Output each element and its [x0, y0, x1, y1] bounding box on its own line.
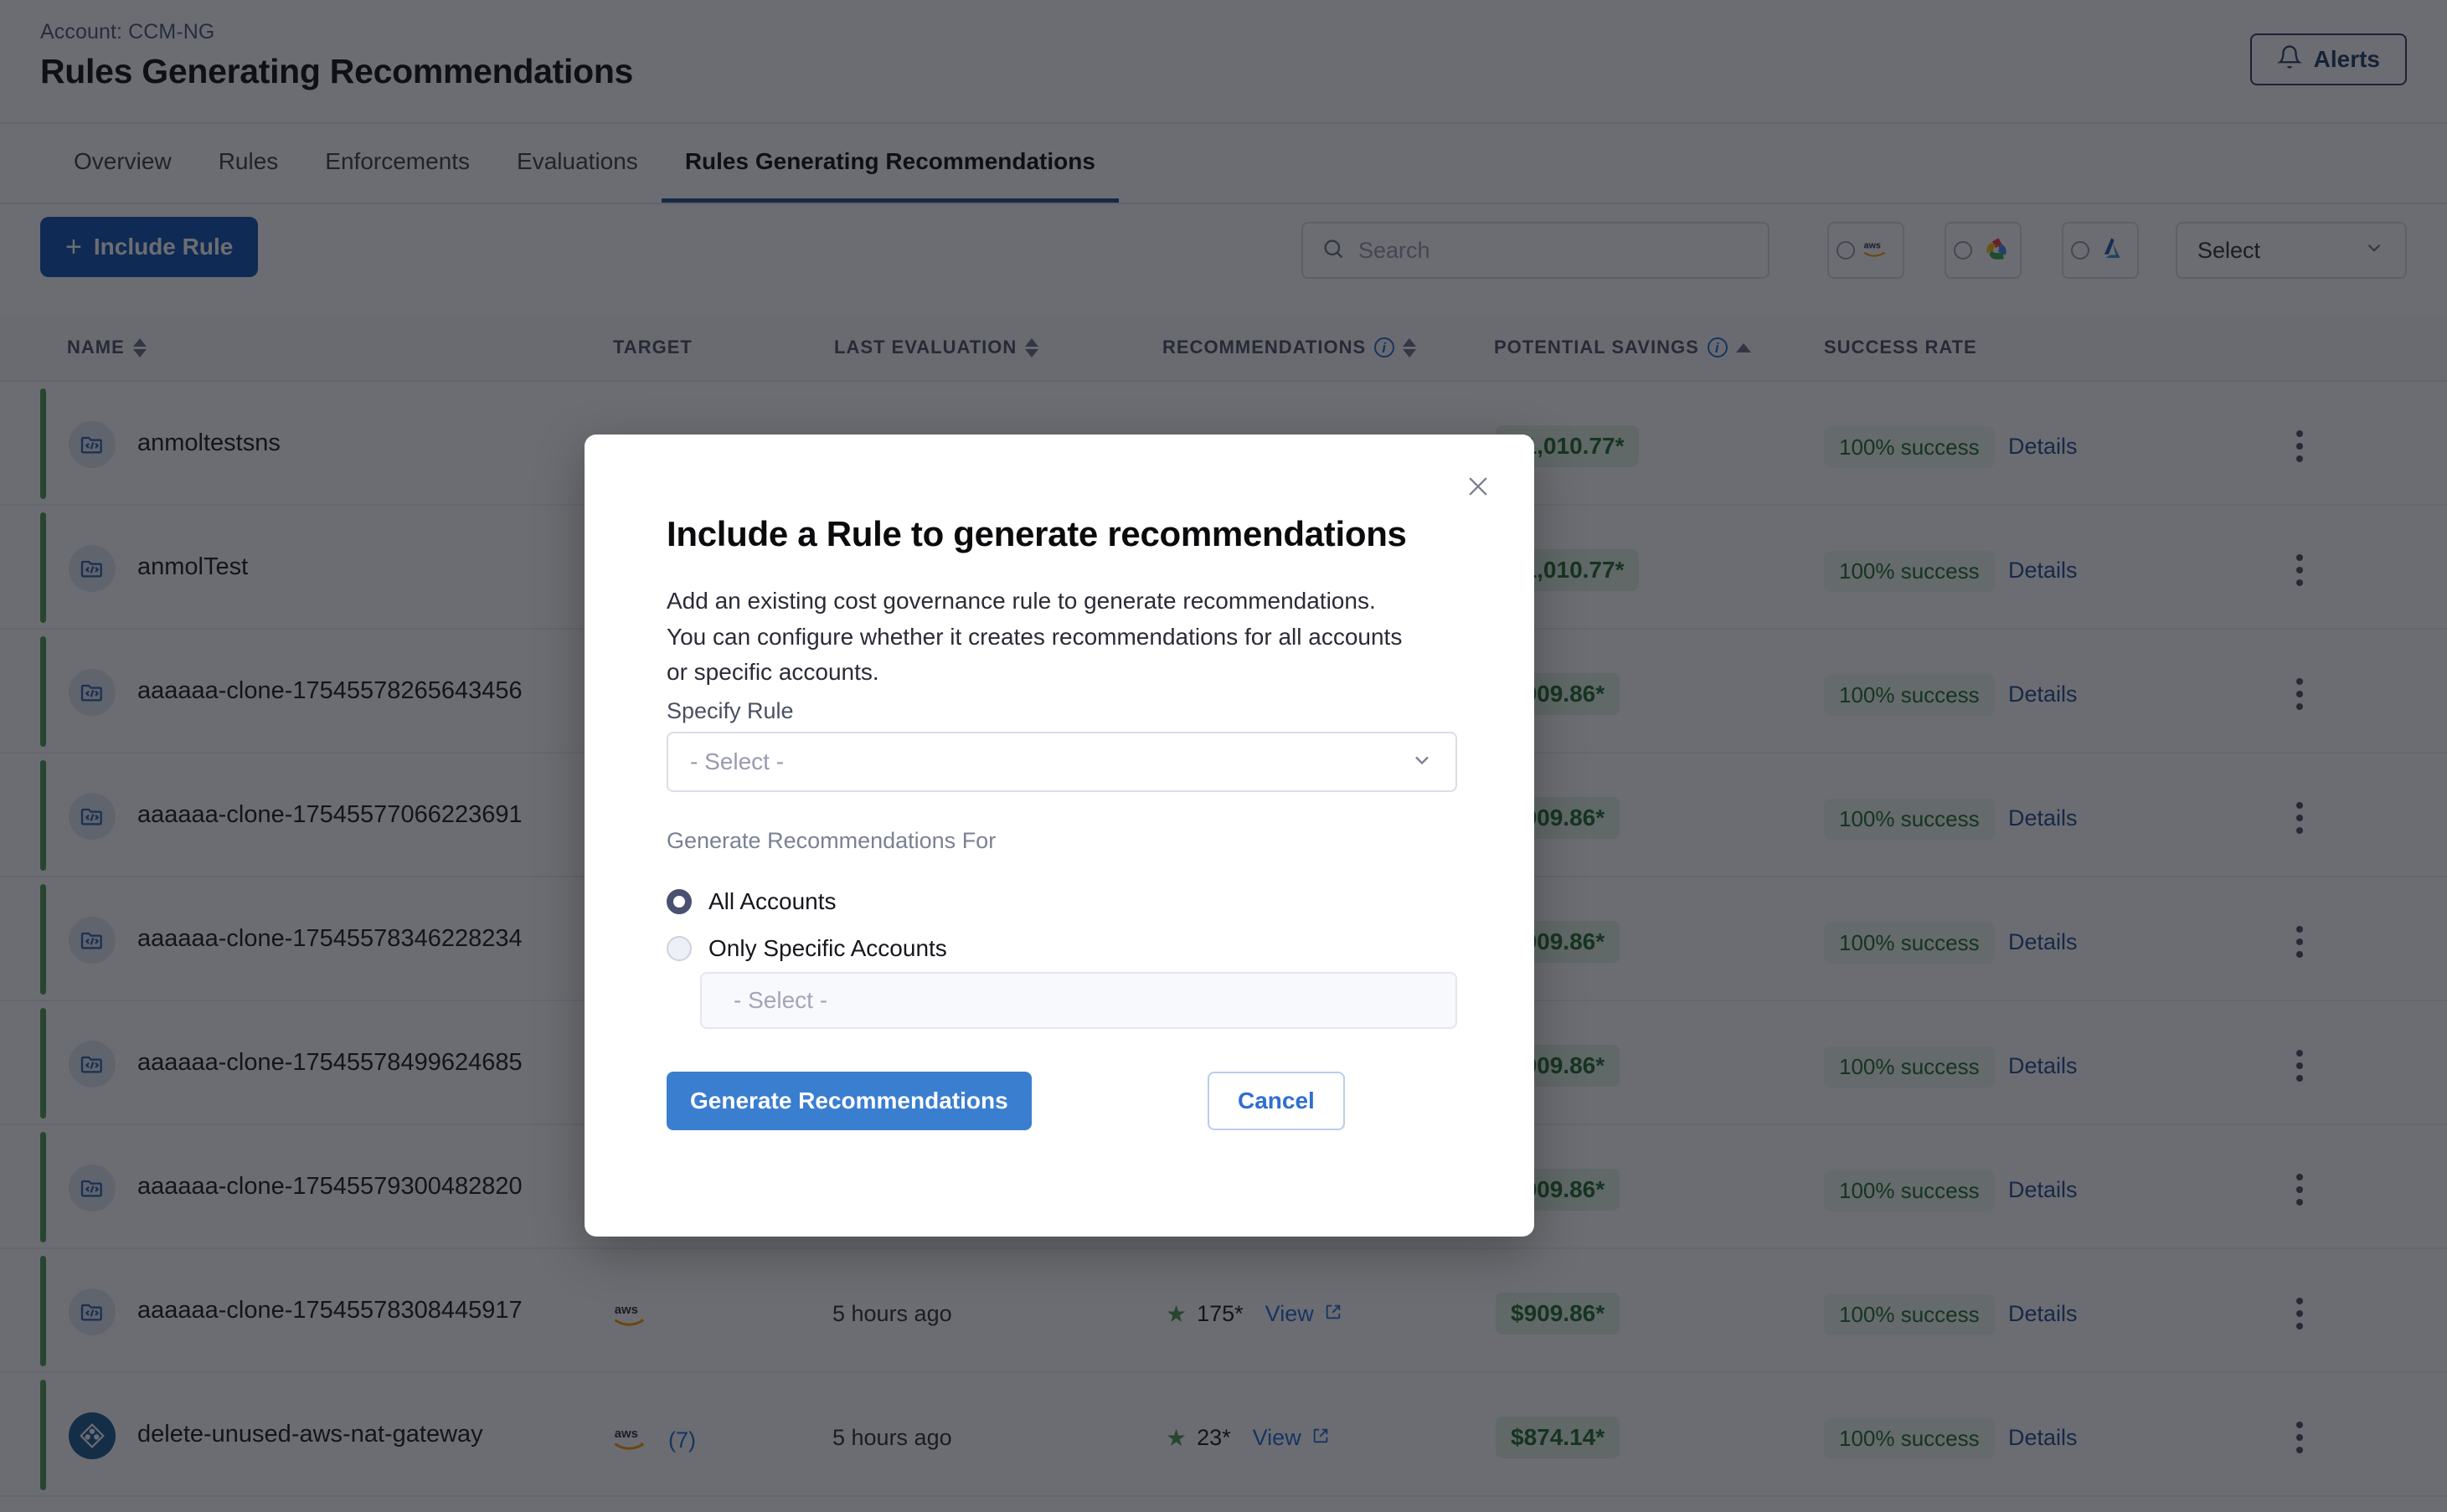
specific-accounts-select[interactable]: - Select - — [700, 972, 1457, 1029]
radio-option-specific-accounts[interactable]: Only Specific Accounts — [667, 935, 947, 962]
specify-rule-label: Specify Rule — [667, 698, 794, 723]
specific-accounts-placeholder: - Select - — [734, 987, 828, 1013]
generate-for-label: Generate Recommendations For — [667, 828, 997, 853]
modal-title: Include a Rule to generate recommendatio… — [667, 514, 1407, 553]
radio-label-specific-accounts: Only Specific Accounts — [708, 935, 947, 961]
specify-rule-select[interactable]: - Select - — [667, 732, 1457, 792]
modal-description: Add an existing cost governance rule to … — [667, 588, 1403, 686]
include-rule-modal: Include a Rule to generate recommendatio… — [585, 435, 1534, 1237]
radio-unchecked-icon — [667, 936, 692, 961]
radio-checked-icon — [667, 889, 692, 914]
cancel-button[interactable]: Cancel — [1208, 1072, 1345, 1130]
generate-recommendations-button[interactable]: Generate Recommendations — [667, 1072, 1032, 1130]
chevron-down-icon — [1410, 748, 1434, 776]
radio-label-all-accounts: All Accounts — [708, 888, 837, 914]
specify-rule-placeholder: - Select - — [690, 748, 785, 774]
radio-option-all-accounts[interactable]: All Accounts — [667, 888, 837, 915]
close-icon[interactable] — [1458, 466, 1498, 507]
